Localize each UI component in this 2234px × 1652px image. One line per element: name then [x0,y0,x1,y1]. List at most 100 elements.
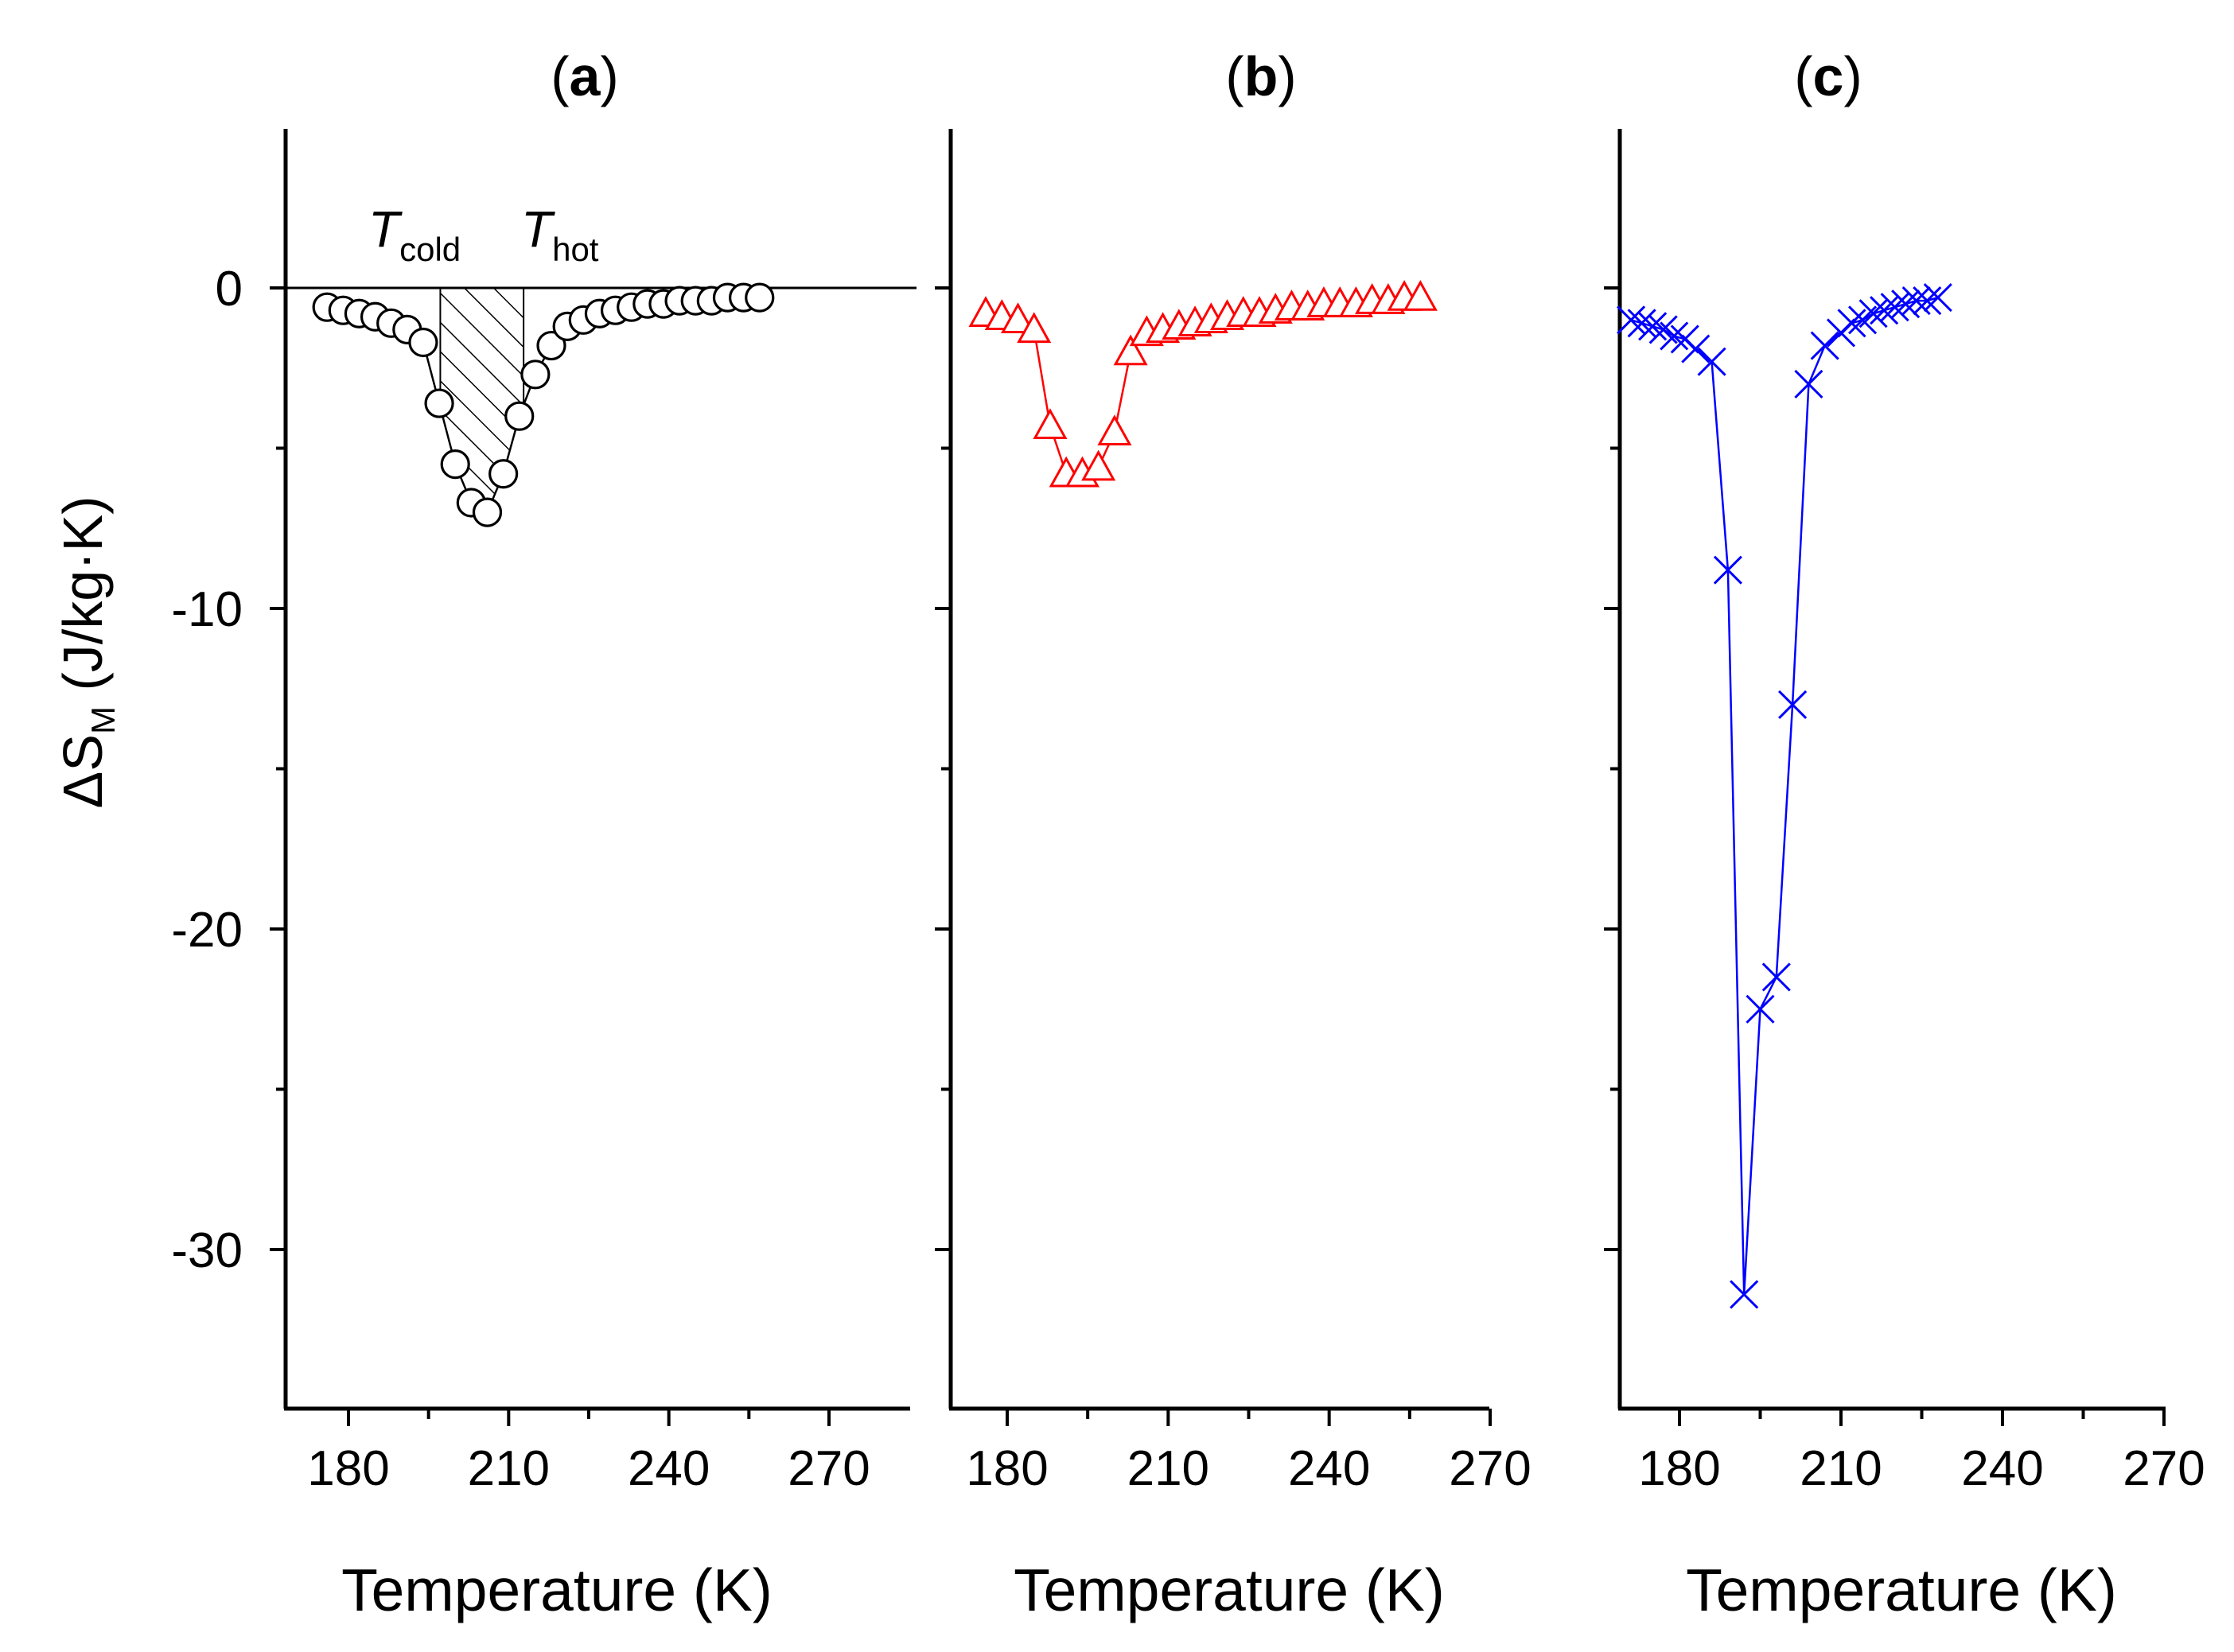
panel-b-title-close: ) [1278,45,1296,107]
y-tick-labels: 0 -10 -20 -30 [171,262,243,1278]
t-cold-sub: cold [399,231,461,268]
data-point [424,388,454,418]
data-point-stroke [1891,290,1921,319]
panel-a: (a) 180 210 240 270 Tcold Thot Temperature … [270,45,917,1623]
data-point-stroke [1901,286,1931,316]
panel-a-x-tick-label: 240 [628,1441,710,1496]
data-point-stroke [1617,305,1646,335]
data-point [1081,449,1116,481]
panel-b-x-tick-label: 180 [966,1441,1048,1496]
panel-c-x-axis-title: Temperature (K) [1686,1557,2117,1623]
panel-a-x-tick-label: 270 [788,1441,870,1496]
data-point-stroke [1638,312,1668,341]
panel-b: (b) 180 210 240 270 Temperature (K) [935,45,1531,1623]
data-point [1923,283,1952,313]
panel-c-x-tick-label: 240 [1961,1441,2043,1496]
panel-c-x-tick-label: 210 [1800,1441,1882,1496]
panel-b-x-axis-title: Temperature (K) [1014,1557,1445,1623]
data-point-stroke [1713,555,1742,585]
data-point [1746,994,1775,1024]
panel-c-title-letter: c [1813,45,1844,107]
t-hot-annotation: Thot [521,200,599,268]
data-point [1660,321,1689,351]
data-point [1617,305,1646,335]
data-point [440,449,470,480]
data-point [472,497,503,527]
data-point [1681,334,1711,363]
panel-b-plot: 180 210 240 270 [935,129,1531,1496]
data-point [1648,315,1678,344]
panel-c: (c) 180 210 240 270 Temperature (K) [1604,45,2205,1623]
data-point-stroke [1880,293,1909,322]
panel-c-title: (c) [1794,45,1862,107]
data-point [1913,286,1942,316]
y-tick-label: -30 [171,1223,243,1278]
data-point [1837,309,1866,338]
data-point [1017,312,1052,344]
data-point [1870,296,1899,325]
data-point [1880,293,1909,322]
panel-c-x-tick-label: 180 [1638,1441,1720,1496]
data-point [1033,408,1068,439]
data-point [536,330,566,361]
panel-c-x-tick-label: 270 [2123,1441,2205,1496]
t-hot-main: T [521,200,555,258]
panel-c-plot: 180 210 240 270 [1604,129,2205,1496]
data-point [1761,962,1791,992]
data-point [408,327,438,358]
data-point-stroke [1923,283,1952,313]
panel-b-title-letter: b [1244,45,1279,107]
data-point [1113,334,1148,366]
panel-a-title-close: ) [600,45,618,107]
panel-a-title-letter: a [570,45,601,107]
y-axis-title: ΔSM (J/kg·K) [52,496,122,809]
panel-b-title-open: ( [1225,45,1243,107]
panel-c-title-open: ( [1794,45,1812,107]
y-axis-title-prefix: ΔS [52,734,114,808]
data-point [1794,369,1823,398]
data-point [1627,309,1656,338]
data-point-stroke [1913,286,1942,316]
data-point-stroke [1660,321,1689,351]
data-point-stroke [1837,309,1866,338]
data-point-stroke [1870,296,1899,325]
y-tick-label: 0 [216,262,243,317]
y-axis-title-suffix: (J/kg·K) [52,496,114,706]
data-point-stroke [1730,1280,1759,1309]
data-point-stroke [1627,309,1656,338]
data-point [1730,1280,1759,1309]
data-point-stroke [1648,315,1678,344]
panel-a-title: (a) [551,45,619,107]
t-cold-main: T [368,200,403,258]
data-point-stroke [1810,331,1839,360]
data-point [1097,414,1132,446]
y-tick-label: -20 [171,903,243,958]
panel-a-title-open: ( [551,45,569,107]
t-hot-sub: hot [552,231,599,268]
panel-b-x-tick-label: 270 [1449,1441,1531,1496]
data-point [1697,347,1726,376]
panel-a-x-axis-title: Temperature (K) [341,1557,773,1623]
data-point [1713,555,1742,585]
panel-c-series-line [1630,296,1939,1295]
data-point [1858,299,1888,328]
data-point-stroke [1681,334,1711,363]
panel-c-title-close: ) [1843,45,1862,107]
data-point-stroke [1778,690,1808,719]
data-point-stroke [1697,347,1726,376]
panel-b-x-tick-label: 240 [1288,1441,1370,1496]
panel-b-title: (b) [1225,45,1296,107]
data-point [1638,312,1668,341]
data-point [1810,331,1839,360]
data-point [488,459,519,489]
y-tick-label: -10 [171,582,243,637]
panel-a-x-tick-label: 180 [307,1441,389,1496]
data-point [745,282,775,313]
data-point [1403,280,1438,311]
data-point [1778,690,1808,719]
t-cold-annotation: Tcold [368,200,461,268]
data-point-stroke [1746,994,1775,1024]
data-point-stroke [1858,299,1888,328]
data-point [1000,302,1036,333]
